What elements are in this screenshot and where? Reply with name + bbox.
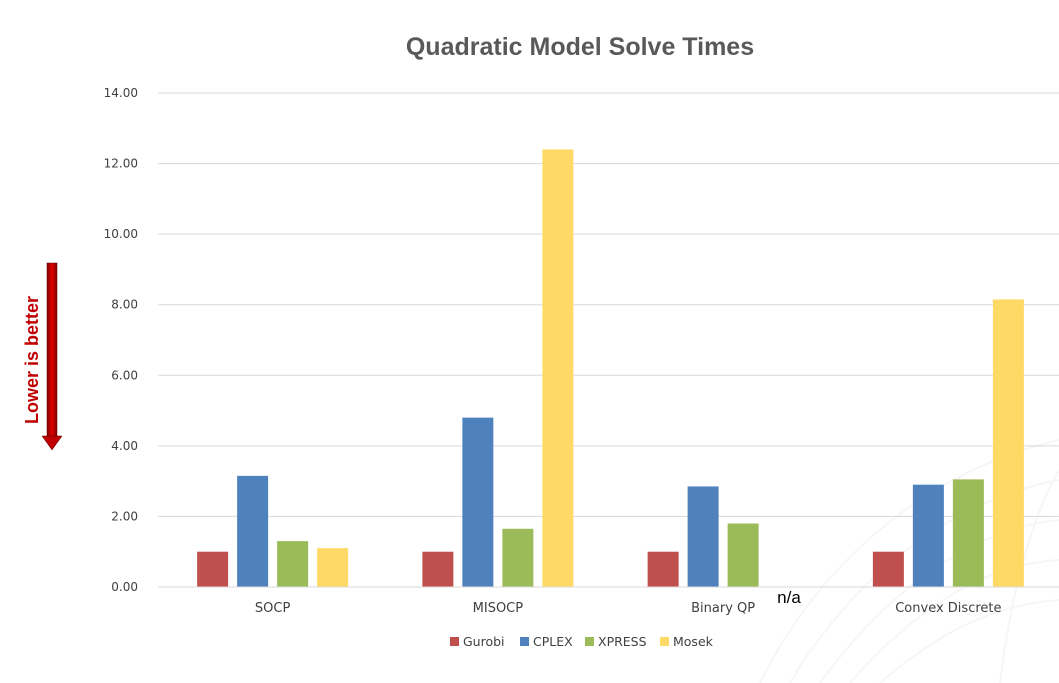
bars (197, 149, 1024, 587)
bar-gurobi-0 (197, 551, 229, 587)
y-tick-label: 2.00 (111, 509, 138, 523)
bar-mosek-3 (992, 299, 1024, 587)
legend-swatch (450, 637, 459, 646)
y-tick-label: 14.00 (104, 86, 138, 100)
y-tick-label: 8.00 (111, 298, 138, 312)
legend-swatch (660, 637, 669, 646)
gridlines (158, 92, 1059, 517)
bar-gurobi-3 (872, 551, 904, 587)
x-tick-label: Binary QP (691, 601, 755, 616)
x-axis-categories: SOCP MISOCP Binary QP Convex Discrete (255, 601, 1002, 616)
x-tick-label: MISOCP (473, 601, 524, 616)
bar-cplex-3 (912, 484, 944, 587)
x-tick-label: SOCP (255, 601, 291, 616)
bar-gurobi-1 (422, 551, 454, 587)
y-tick-label: 4.00 (111, 439, 138, 453)
annotation-na: n/a (777, 588, 801, 607)
bar-xpress-0 (277, 541, 309, 587)
y-tick-label: 0.00 (111, 580, 138, 594)
legend-label: Mosek (673, 634, 714, 649)
bar-xpress-1 (502, 528, 534, 587)
side-note-label: Lower is better (22, 296, 42, 424)
chart-title: Quadratic Model Solve Times (406, 33, 754, 61)
y-tick-label: 12.00 (104, 157, 138, 171)
legend-label: XPRESS (598, 634, 647, 649)
bar-cplex-0 (237, 475, 269, 587)
bar-mosek-1 (542, 149, 574, 587)
legend-label: Gurobi (463, 634, 505, 649)
x-tick-label: Convex Discrete (895, 601, 1001, 616)
legend-swatch (585, 637, 594, 646)
bar-cplex-2 (687, 486, 719, 587)
y-axis-ticks: 0.00 2.00 4.00 6.00 8.00 10.00 12.00 14.00 (104, 86, 138, 594)
bar-mosek-0 (317, 548, 349, 587)
bar-cplex-1 (462, 417, 494, 587)
bar-xpress-3 (952, 479, 984, 587)
side-note: Lower is better (22, 262, 63, 451)
bar-xpress-2 (727, 523, 759, 587)
bar-gurobi-2 (647, 551, 679, 587)
legend: Gurobi CPLEX XPRESS Mosek (450, 634, 714, 649)
legend-swatch (520, 637, 529, 646)
down-arrow-icon (41, 262, 63, 451)
y-tick-label: 10.00 (104, 227, 138, 241)
y-tick-label: 6.00 (111, 368, 138, 382)
legend-label: CPLEX (533, 634, 573, 649)
